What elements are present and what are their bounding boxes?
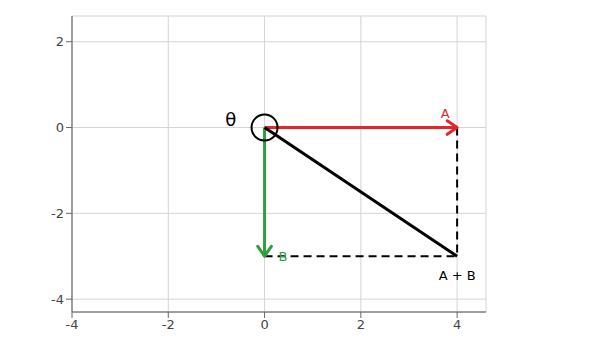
svg-text:-4: -4 [66,317,79,332]
svg-text:-2: -2 [51,206,64,221]
svg-text:A: A [441,106,450,121]
svg-text:-2: -2 [162,317,175,332]
svg-text:0: 0 [56,120,64,135]
svg-text:A + B: A + B [439,268,476,283]
svg-text:θ: θ [225,109,236,130]
svg-text:0: 0 [260,317,268,332]
svg-text:2: 2 [357,317,365,332]
svg-text:2: 2 [56,34,64,49]
svg-text:B: B [279,249,288,264]
svg-text:-4: -4 [51,292,64,307]
svg-text:4: 4 [453,317,461,332]
